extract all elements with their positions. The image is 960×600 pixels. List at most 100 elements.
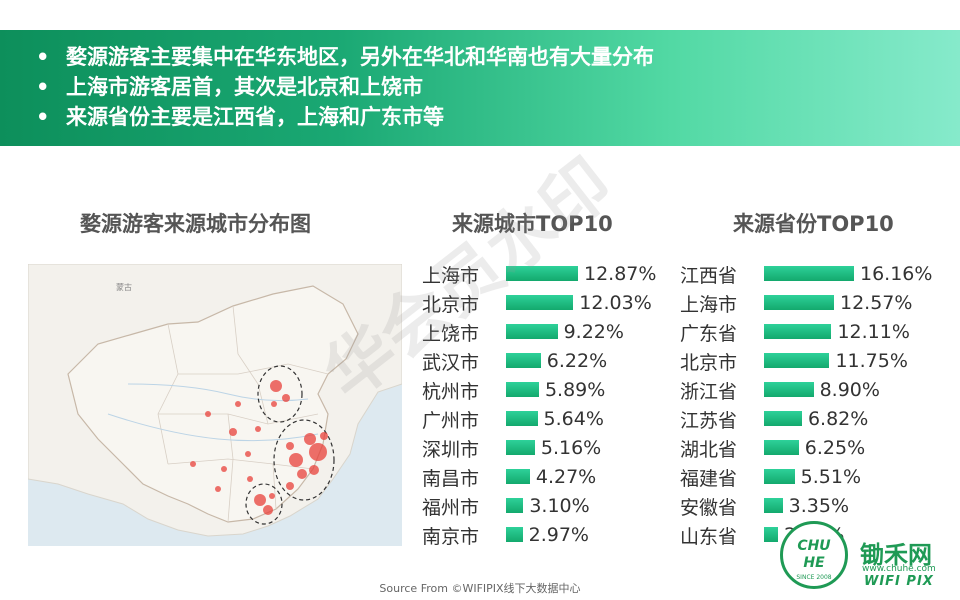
bar-category-label: 杭州市 — [422, 381, 480, 403]
bar-category-label: 江苏省 — [680, 410, 738, 432]
bar-category-label: 深圳市 — [422, 439, 480, 461]
bar-category-label: 上饶市 — [422, 323, 480, 345]
bar-row: 江苏省 6.82% — [680, 407, 940, 436]
bar-category-label: 山东省 — [680, 526, 738, 548]
bar-row: 江西省 16.16% — [680, 262, 940, 291]
bar-category-label: 广州市 — [422, 410, 480, 432]
bar — [506, 469, 530, 484]
bar — [764, 498, 783, 513]
bar-row: 南昌市 4.27% — [422, 465, 682, 494]
bar-value-label: 5.51% — [800, 466, 862, 488]
logo-url: www.chuhe.com — [862, 564, 936, 574]
bar-value-label: 4.27% — [535, 466, 597, 488]
bar-row: 浙江省 8.90% — [680, 378, 940, 407]
mongolia-label: 蒙古 — [116, 282, 132, 292]
badge-line1: CHU — [797, 538, 831, 554]
bar-value-label: 12.57% — [840, 292, 913, 314]
bullet-glyph: • — [36, 45, 50, 69]
bar-row: 福州市 3.10% — [422, 494, 682, 523]
bar — [764, 527, 779, 542]
map-graphic: 蒙古 — [28, 264, 402, 546]
bar — [764, 295, 834, 310]
bar-category-label: 福建省 — [680, 468, 738, 490]
province-chart-title: 来源省份TOP10 — [733, 212, 894, 236]
source-note: Source From ©WIFIPIX线下大数据中心 — [379, 582, 581, 595]
bullet-glyph: • — [36, 105, 50, 129]
bar — [506, 266, 578, 281]
bar — [764, 440, 799, 455]
bar-row: 杭州市 5.89% — [422, 378, 682, 407]
map-title: 婺源游客来源城市分布图 — [80, 212, 311, 236]
bar-value-label: 12.11% — [837, 321, 910, 343]
bar-row: 湖北省 6.25% — [680, 436, 940, 465]
bar-row: 北京市 11.75% — [680, 349, 940, 378]
bar-row: 上海市 12.57% — [680, 291, 940, 320]
bar-category-label: 南昌市 — [422, 468, 480, 490]
bar-category-label: 北京市 — [422, 294, 480, 316]
province-borders — [157, 305, 329, 523]
bar-row: 武汉市 6.22% — [422, 349, 682, 378]
bar-row: 广州市 5.64% — [422, 407, 682, 436]
bar-value-label: 12.03% — [579, 292, 652, 314]
bar-value-label: 12.87% — [584, 263, 657, 285]
logo-sub: WIFI PIX — [864, 574, 934, 589]
china-distribution-map: 蒙古 — [28, 264, 402, 546]
bar-row: 广东省 12.11% — [680, 320, 940, 349]
bar-category-label: 武汉市 — [422, 352, 480, 374]
bar-row: 福建省 5.51% — [680, 465, 940, 494]
bar — [506, 353, 541, 368]
bar-value-label: 11.75% — [835, 350, 908, 372]
bullet-item: • 上海市游客居首，其次是北京和上饶市 — [36, 72, 960, 102]
bar-category-label: 上海市 — [422, 265, 480, 287]
bar-row: 上海市 12.87% — [422, 262, 682, 291]
bar — [506, 382, 539, 397]
bar — [506, 498, 524, 513]
bar — [506, 527, 523, 542]
bar — [506, 295, 574, 310]
bullet-item: • 来源省份主要是江西省，上海和广东市等 — [36, 102, 960, 132]
bar-row: 安徽省 3.35% — [680, 494, 940, 523]
bar-row: 深圳市 5.16% — [422, 436, 682, 465]
bar-value-label: 6.25% — [804, 437, 866, 459]
bar — [506, 411, 538, 426]
bar-value-label: 6.82% — [807, 408, 869, 430]
bar-value-label: 3.35% — [788, 495, 850, 517]
bar-row: 南京市 2.97% — [422, 523, 682, 552]
bullet-text: 来源省份主要是江西省，上海和广东市等 — [66, 105, 444, 129]
bar-row: 上饶市 9.22% — [422, 320, 682, 349]
bar-category-label: 安徽省 — [680, 497, 738, 519]
brand-logo: CHU HE SINCE 2008 锄禾网 www.chuhe.com WIFI… — [780, 517, 950, 595]
bar-value-label: 5.16% — [540, 437, 602, 459]
bar-value-label: 3.10% — [529, 495, 590, 517]
bar-value-label: 9.22% — [563, 321, 624, 343]
bar-category-label: 浙江省 — [680, 381, 738, 403]
bar-category-label: 北京市 — [680, 352, 738, 374]
bar-value-label: 5.64% — [543, 408, 604, 430]
bar-row: 北京市 12.03% — [422, 291, 682, 320]
bar-value-label: 6.22% — [546, 350, 608, 372]
badge-line2: HE — [803, 555, 825, 571]
bar — [764, 324, 832, 339]
bar-category-label: 南京市 — [422, 526, 480, 548]
bar-category-label: 福州市 — [422, 497, 480, 519]
bar — [764, 469, 795, 484]
bar-category-label: 江西省 — [680, 265, 738, 287]
bar-value-label: 5.89% — [544, 379, 606, 401]
rivers — [107, 383, 319, 442]
bar — [764, 266, 854, 281]
bar-category-label: 上海市 — [680, 294, 738, 316]
bullet-text: 上海市游客居首，其次是北京和上饶市 — [66, 75, 423, 99]
bar — [506, 324, 558, 339]
bar-value-label: 16.16% — [860, 263, 933, 285]
china-outline — [67, 285, 359, 523]
key-findings-list: • 婺源游客主要集中在华东地区，另外在华北和华南也有大量分布 • 上海市游客居首，其… — [36, 42, 960, 132]
bar — [764, 353, 830, 368]
logo-badge: CHU HE SINCE 2008 — [780, 521, 848, 589]
bullet-item: • 婺源游客主要集中在华东地区，另外在华北和华南也有大量分布 — [36, 42, 960, 72]
bar-category-label: 广东省 — [680, 323, 738, 345]
city-chart-title: 来源城市TOP10 — [452, 212, 613, 236]
bar-value-label: 8.90% — [819, 379, 880, 401]
badge-since: SINCE 2008 — [796, 574, 832, 581]
bullet-text: 婺源游客主要集中在华东地区，另外在华北和华南也有大量分布 — [66, 45, 654, 69]
bullet-glyph: • — [36, 75, 50, 99]
